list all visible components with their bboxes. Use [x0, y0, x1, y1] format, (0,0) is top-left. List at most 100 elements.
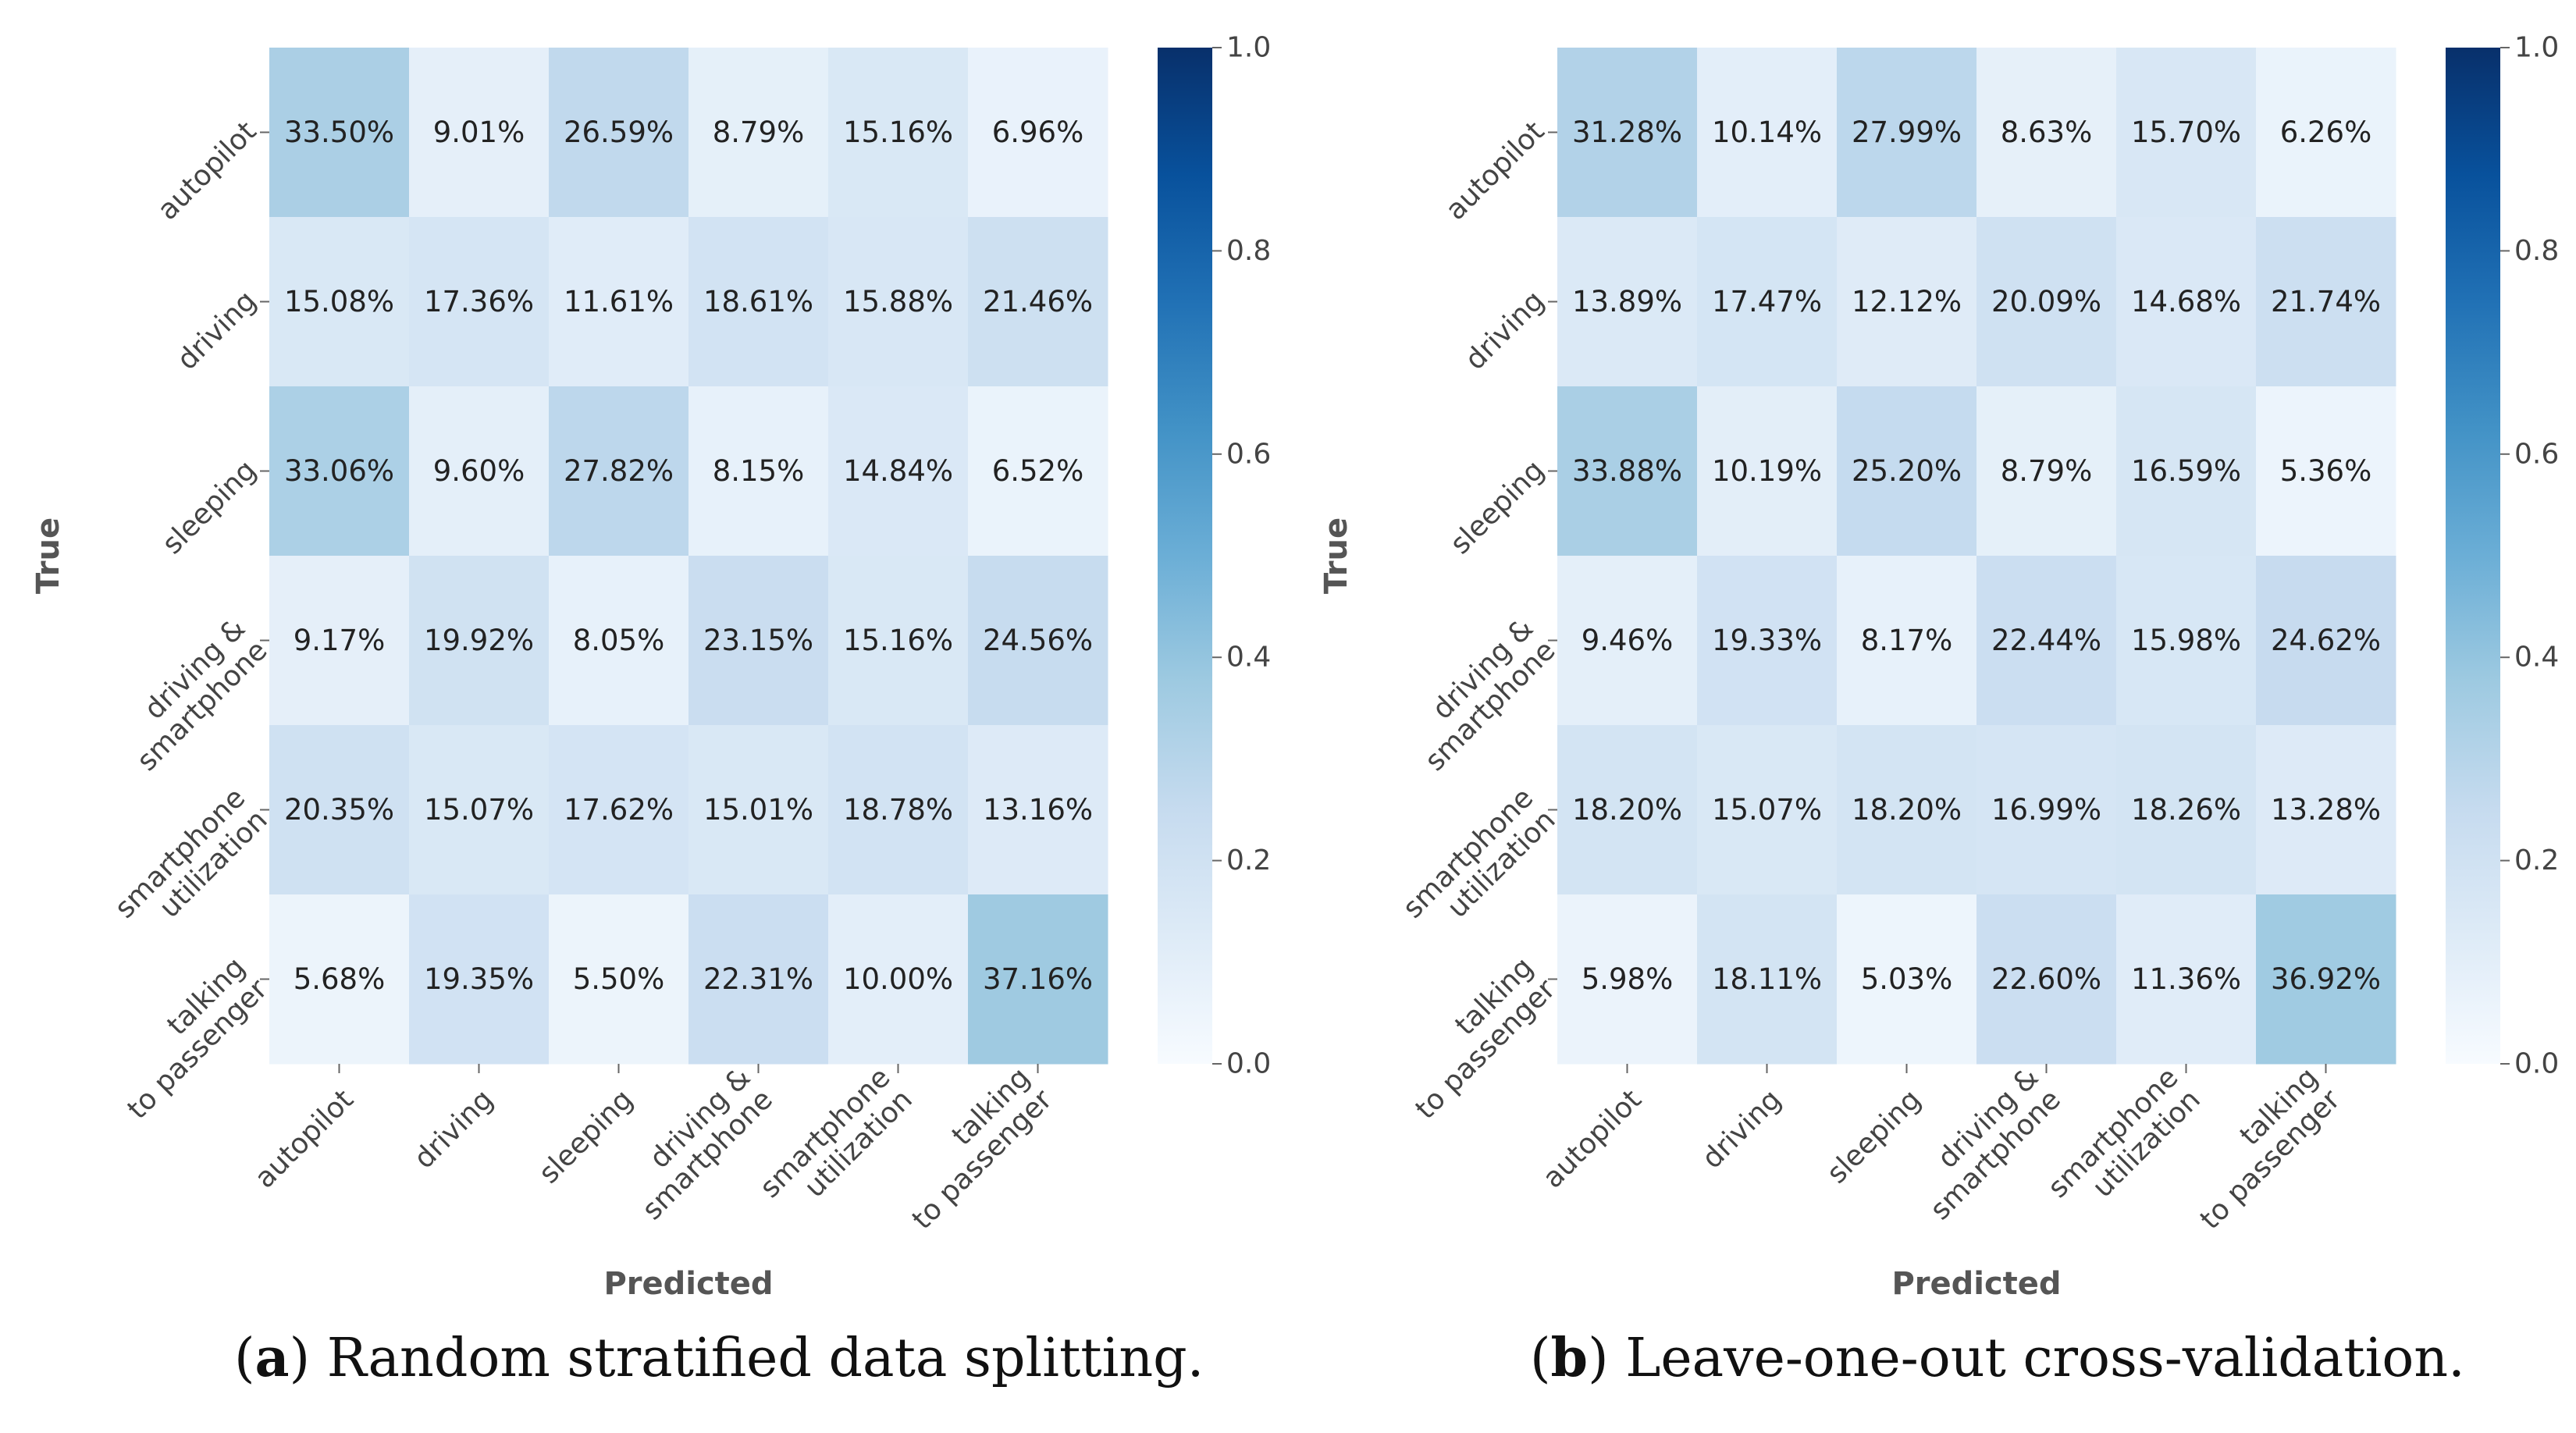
heatmap-cell — [1557, 48, 1698, 218]
cell-value-label: 27.99% — [1852, 116, 1962, 149]
heatmap-cell — [1837, 556, 1977, 726]
x-tick-label: sleeping — [533, 1083, 639, 1189]
heatmap-cell — [688, 217, 829, 387]
cell-value-label: 23.15% — [703, 624, 813, 657]
x-tick-label: autopilot — [1537, 1083, 1648, 1194]
cell-value-label: 10.00% — [843, 962, 953, 996]
cell-value-label: 19.35% — [424, 962, 534, 996]
cell-value-label: 20.35% — [284, 793, 394, 827]
x-axis-title: Predicted — [1891, 1266, 2061, 1302]
heatmap-cell — [269, 725, 410, 895]
cell-value-label: 22.60% — [1991, 962, 2101, 996]
caption-b-text: Leave-one-out cross-validation. — [1625, 1328, 2465, 1389]
heatmap-cell — [269, 217, 410, 387]
cell-value-label: 5.50% — [573, 962, 665, 996]
heatmap-cell — [409, 386, 550, 556]
cell-value-label: 18.11% — [1712, 962, 1822, 996]
cell-value-label: 21.46% — [983, 285, 1093, 318]
heatmap-cell — [1697, 217, 1838, 387]
cell-value-label: 8.17% — [1861, 624, 1953, 657]
heatmap-cell — [2116, 725, 2257, 895]
cell-value-label: 24.56% — [983, 624, 1093, 657]
x-tick-label: talkingto passenger — [2172, 1061, 2347, 1236]
heatmap-cell — [828, 725, 969, 895]
heatmap-cell — [968, 386, 1108, 556]
heatmap-cell — [1976, 217, 2117, 387]
heatmap-cell — [2256, 217, 2396, 387]
cell-value-label: 13.89% — [1572, 285, 1682, 318]
heatmap-cell — [688, 725, 829, 895]
colorbar-tick-label: 0.2 — [2514, 845, 2559, 877]
heatmap-cell — [688, 556, 829, 726]
cell-value-label: 11.61% — [564, 285, 674, 318]
colorbar — [2446, 48, 2500, 1064]
cell-value-label: 16.59% — [2131, 454, 2241, 488]
heatmap-cell — [2256, 386, 2396, 556]
cell-value-label: 15.07% — [1712, 793, 1822, 827]
cell-value-label: 11.36% — [2131, 962, 2241, 996]
heatmap-cell — [1557, 386, 1698, 556]
x-tick-label: driving — [1696, 1083, 1788, 1175]
x-tick-label: smartphoneutilization — [2042, 1061, 2207, 1226]
heatmap-cell — [549, 894, 689, 1065]
y-axis-title: True — [30, 517, 66, 594]
cell-value-label: 8.79% — [2001, 454, 2093, 488]
caption-b: (b) Leave-one-out cross-validation. — [1530, 1327, 2465, 1389]
heatmap-cell — [968, 48, 1108, 218]
heatmap-cell — [1557, 556, 1698, 726]
heatmap-cell — [1837, 48, 1977, 218]
y-tick-label: smartphoneutilization — [1397, 782, 1562, 947]
heatmap-cell — [2116, 386, 2257, 556]
heatmap-cell — [828, 556, 969, 726]
cell-value-label: 10.14% — [1712, 116, 1822, 149]
cell-value-label: 18.78% — [843, 793, 953, 827]
y-tick-label: sleeping — [1444, 454, 1550, 560]
heatmap-cell — [828, 386, 969, 556]
heatmap-cell — [409, 556, 550, 726]
cell-value-label: 22.31% — [703, 962, 813, 996]
cell-value-label: 20.09% — [1991, 285, 2101, 318]
cell-value-label: 18.61% — [703, 285, 813, 318]
cell-value-label: 36.92% — [2271, 962, 2381, 996]
cell-value-label: 15.16% — [843, 116, 953, 149]
cell-value-label: 6.52% — [992, 454, 1084, 488]
heatmap-cell — [2256, 48, 2396, 218]
heatmap-cell — [1976, 894, 2117, 1065]
colorbar-tick-label: 0.6 — [2514, 438, 2559, 470]
heatmap-cell — [269, 48, 410, 218]
cell-value-label: 5.68% — [294, 962, 386, 996]
y-tick-label: talkingto passenger — [99, 951, 273, 1125]
heatmap-cell — [1697, 725, 1838, 895]
cell-value-label: 9.17% — [294, 624, 386, 657]
heatmap-cell — [1976, 556, 2117, 726]
cell-value-label: 15.08% — [284, 285, 394, 318]
heatmap-cell — [1697, 894, 1838, 1065]
cell-value-label: 13.28% — [2271, 793, 2381, 827]
cell-value-label: 9.46% — [1582, 624, 1674, 657]
colorbar-tick-label: 0.6 — [1226, 438, 1271, 470]
heatmap-cell — [1976, 386, 2117, 556]
heatmap-cell — [688, 894, 829, 1065]
y-tick-label: sleeping — [156, 454, 262, 560]
cell-value-label: 15.01% — [703, 793, 813, 827]
x-tick-label: autopilot — [249, 1083, 360, 1194]
caption-a: (a) Random stratified data splitting. — [234, 1327, 1204, 1389]
heatmap-cell — [549, 386, 689, 556]
heatmap-cell — [1557, 217, 1698, 387]
y-tick-label: autopilot — [151, 116, 262, 226]
cell-value-label: 10.19% — [1712, 454, 1822, 488]
colorbar-tick-label: 0.4 — [2514, 642, 2559, 674]
cell-value-label: 31.28% — [1572, 116, 1682, 149]
heatmap-cell — [828, 894, 969, 1065]
heatmap-cell — [1837, 894, 1977, 1065]
cell-value-label: 33.50% — [284, 116, 394, 149]
cell-value-label: 6.26% — [2280, 116, 2372, 149]
y-tick-label: driving — [171, 285, 262, 376]
colorbar — [1158, 48, 1212, 1064]
caption-b-letter: b — [1550, 1327, 1589, 1389]
heatmap-cell — [409, 725, 550, 895]
x-tick-label: driving — [408, 1083, 500, 1175]
heatmap-cell — [968, 217, 1108, 387]
cell-value-label: 13.16% — [983, 793, 1093, 827]
